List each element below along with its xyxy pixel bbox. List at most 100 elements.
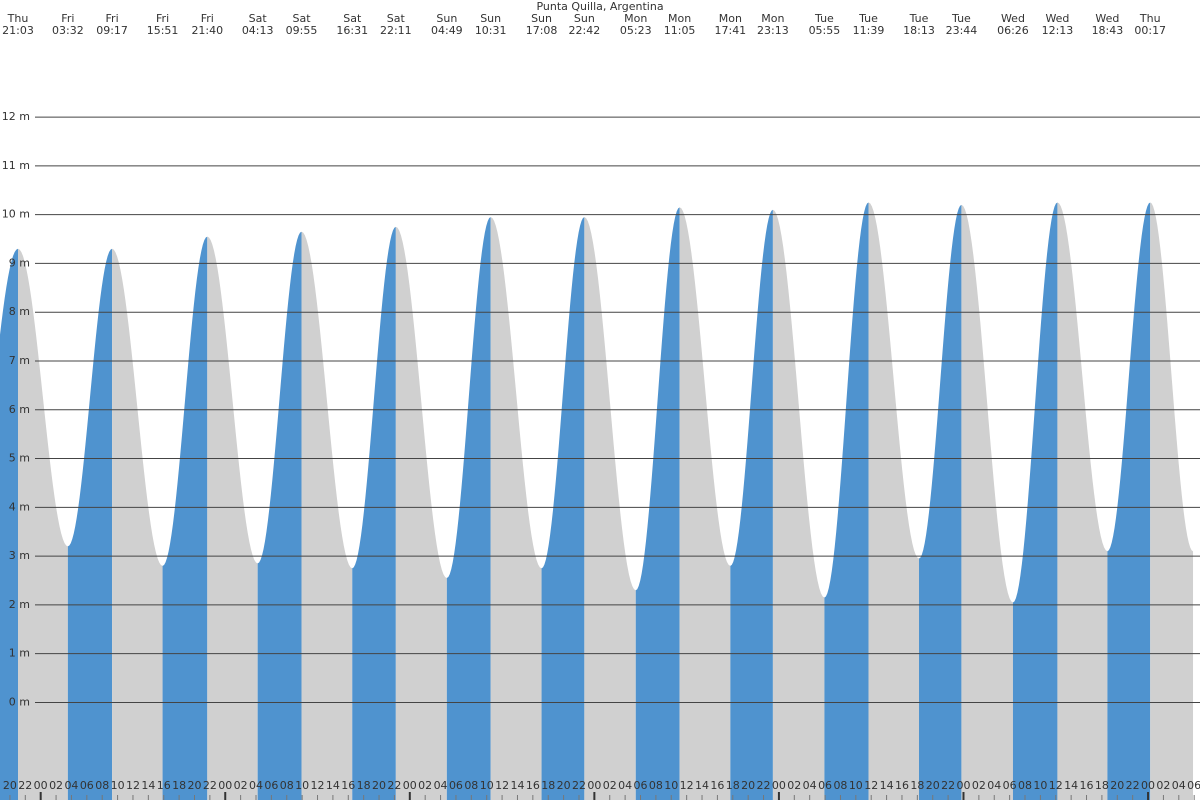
hour-tick-label: 18 bbox=[357, 779, 371, 792]
hour-tick-label: 04 bbox=[434, 779, 448, 792]
hour-tick-label: 20 bbox=[372, 779, 386, 792]
event-time: 17:08 bbox=[526, 24, 558, 37]
y-tick-label: 6 m bbox=[9, 403, 30, 416]
hour-tick-label: 00 bbox=[218, 779, 232, 792]
event-day: Tue bbox=[858, 12, 878, 25]
hour-tick-label: 12 bbox=[864, 779, 878, 792]
y-tick-label: 4 m bbox=[9, 500, 30, 513]
hour-tick-label: 14 bbox=[326, 779, 340, 792]
event-day: Sat bbox=[249, 12, 268, 25]
y-tick-label: 11 m bbox=[2, 159, 30, 172]
hour-tick-label: 20 bbox=[557, 779, 571, 792]
tide-segment bbox=[730, 209, 773, 800]
hour-tick-label: 00 bbox=[403, 779, 417, 792]
tide-segment bbox=[67, 248, 113, 800]
event-day: Tue bbox=[951, 12, 971, 25]
event-time: 11:05 bbox=[664, 24, 696, 37]
tide-segment bbox=[162, 236, 208, 800]
event-time: 18:13 bbox=[903, 24, 935, 37]
event-day: Fri bbox=[156, 12, 169, 25]
event-time: 23:13 bbox=[757, 24, 789, 37]
event-day: Sun bbox=[436, 12, 457, 25]
event-time: 21:03 bbox=[2, 24, 34, 37]
hour-tick-label: 20 bbox=[3, 779, 17, 792]
hour-tick-label: 10 bbox=[664, 779, 678, 792]
event-time: 05:23 bbox=[620, 24, 652, 37]
event-time: 04:49 bbox=[431, 24, 463, 37]
hour-tick-label: 18 bbox=[910, 779, 924, 792]
event-day: Wed bbox=[1095, 12, 1119, 25]
hour-tick-label: 10 bbox=[480, 779, 494, 792]
hour-tick-label: 22 bbox=[1126, 779, 1140, 792]
event-day: Tue bbox=[909, 12, 929, 25]
tide-segment bbox=[18, 248, 68, 800]
hour-tick-label: 10 bbox=[849, 779, 863, 792]
y-tick-label: 12 m bbox=[2, 110, 30, 123]
event-day: Mon bbox=[761, 12, 784, 25]
event-day: Sun bbox=[480, 12, 501, 25]
hour-tick-label: 22 bbox=[572, 779, 586, 792]
hour-tick-label: 22 bbox=[941, 779, 955, 792]
hour-tick-label: 08 bbox=[464, 779, 478, 792]
hour-tick-label: 06 bbox=[818, 779, 832, 792]
hour-tick-label: 06 bbox=[634, 779, 648, 792]
tide-segment bbox=[1057, 202, 1108, 800]
hour-tick-label: 12 bbox=[311, 779, 325, 792]
hour-tick-label: 08 bbox=[1018, 779, 1032, 792]
event-time: 23:44 bbox=[946, 24, 978, 37]
tide-segment bbox=[635, 207, 680, 800]
hour-tick-label: 08 bbox=[95, 779, 109, 792]
hour-tick-label: 04 bbox=[1172, 779, 1186, 792]
hour-tick-label: 02 bbox=[787, 779, 801, 792]
y-tick-label: 2 m bbox=[9, 598, 30, 611]
tide-segment bbox=[868, 202, 920, 800]
event-time: 04:13 bbox=[242, 24, 274, 37]
y-tick-label: 5 m bbox=[9, 452, 30, 465]
tide-segment bbox=[0, 248, 18, 800]
hour-tick-label: 22 bbox=[18, 779, 32, 792]
event-day: Wed bbox=[1001, 12, 1025, 25]
y-tick-label: 10 m bbox=[2, 208, 30, 221]
hour-tick-label: 02 bbox=[1156, 779, 1170, 792]
hour-tick-label: 12 bbox=[680, 779, 694, 792]
hour-tick-label: 16 bbox=[157, 779, 171, 792]
tide-segment bbox=[257, 231, 302, 800]
hour-tick-label: 20 bbox=[741, 779, 755, 792]
event-time: 12:13 bbox=[1042, 24, 1074, 37]
hour-tick-label: 16 bbox=[895, 779, 909, 792]
y-tick-label: 1 m bbox=[9, 647, 30, 660]
y-tick-label: 8 m bbox=[9, 305, 30, 318]
hour-tick-label: 06 bbox=[1187, 779, 1200, 792]
hour-tick-label: 06 bbox=[449, 779, 463, 792]
hour-tick-label: 14 bbox=[1064, 779, 1078, 792]
hour-tick-label: 12 bbox=[126, 779, 140, 792]
event-time: 21:40 bbox=[191, 24, 223, 37]
hour-tick-label: 02 bbox=[972, 779, 986, 792]
chart-title: Punta Quilla, Argentina bbox=[536, 0, 663, 13]
tide-segment bbox=[352, 226, 396, 800]
tide-segment bbox=[301, 231, 353, 800]
tide-segment bbox=[490, 217, 542, 800]
hour-tick-label: 10 bbox=[295, 779, 309, 792]
event-time: 18:43 bbox=[1092, 24, 1124, 37]
tide-segment bbox=[824, 202, 869, 800]
y-tick-label: 9 m bbox=[9, 256, 30, 269]
tide-segment bbox=[961, 204, 1013, 800]
event-time: 03:32 bbox=[52, 24, 84, 37]
hour-tick-label: 06 bbox=[80, 779, 94, 792]
event-day: Sun bbox=[574, 12, 595, 25]
event-time: 06:26 bbox=[997, 24, 1029, 37]
hour-tick-label: 04 bbox=[803, 779, 817, 792]
tide-segment bbox=[207, 236, 258, 800]
hour-tick-label: 20 bbox=[926, 779, 940, 792]
event-time: 11:39 bbox=[853, 24, 885, 37]
hour-tick-label: 02 bbox=[49, 779, 63, 792]
event-time: 05:55 bbox=[809, 24, 841, 37]
hour-tick-label: 22 bbox=[757, 779, 771, 792]
event-day: Fri bbox=[61, 12, 74, 25]
event-day: Mon bbox=[668, 12, 691, 25]
hour-tick-label: 14 bbox=[695, 779, 709, 792]
tide-segment bbox=[1150, 202, 1194, 800]
hour-tick-label: 20 bbox=[187, 779, 201, 792]
